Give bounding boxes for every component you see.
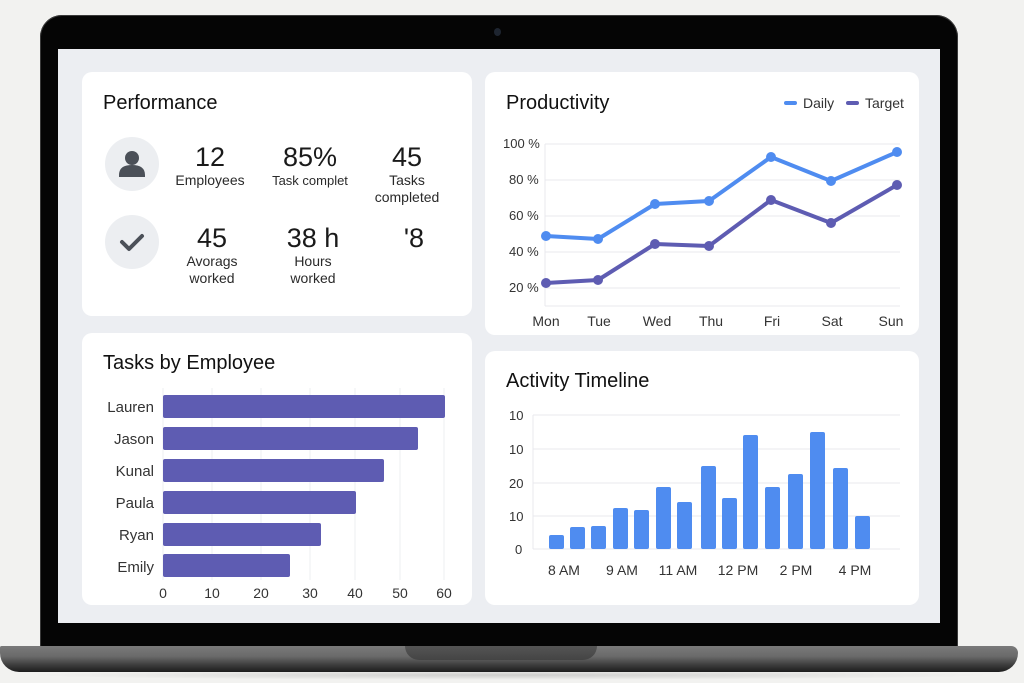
stat-value: 12 (194, 142, 226, 172)
tasks-by-employee-title: Tasks by Employee (103, 352, 276, 374)
svg-text:0: 0 (159, 585, 167, 601)
daily-series (545, 150, 898, 241)
x-axis-ticks: 0 10 20 30 40 50 60 (159, 585, 452, 601)
check-icon (105, 215, 159, 269)
svg-text:Sat: Sat (821, 313, 842, 329)
stat-label: Avorags worked (186, 253, 238, 286)
daily-points (541, 147, 902, 244)
legend-swatch (784, 101, 797, 105)
stat-value: '8 (403, 223, 425, 253)
category-labels: Lauren Jason Kunal Paula Ryan Emily (107, 399, 154, 576)
productivity-title: Productivity (506, 92, 610, 114)
stat-task-complete: 85% Task complet (255, 142, 365, 189)
target-points (541, 180, 902, 288)
performance-title: Performance (103, 92, 218, 114)
legend-target: Target (846, 95, 904, 111)
stat-label: Hours worked (290, 253, 336, 286)
svg-text:Wed: Wed (643, 313, 672, 329)
svg-text:10: 10 (204, 585, 220, 601)
svg-text:40: 40 (347, 585, 363, 601)
svg-text:Thu: Thu (699, 313, 723, 329)
legend-daily: Daily (784, 95, 834, 111)
svg-text:30: 30 (302, 585, 318, 601)
stat-label: Employees (175, 172, 245, 188)
stat-extra: '8 (359, 223, 469, 253)
svg-text:80 %: 80 % (509, 172, 539, 187)
stat-label: Task complet (272, 173, 348, 188)
legend-label: Daily (803, 95, 835, 111)
svg-text:10: 10 (509, 509, 523, 524)
svg-text:50: 50 (392, 585, 408, 601)
productivity-line-chart: 100 % 80 % 60 % 40 % 20 % Mon Tue Wed Th… (503, 136, 903, 329)
svg-text:Paula: Paula (116, 495, 155, 512)
activity-bar-chart: 10 10 20 10 0 8 AM 9 AM 11 AM (509, 408, 900, 578)
svg-text:100 %: 100 % (503, 136, 540, 151)
svg-text:Mon: Mon (532, 313, 559, 329)
svg-text:Lauren: Lauren (107, 399, 154, 416)
svg-text:9 AM: 9 AM (606, 562, 638, 578)
svg-text:40 %: 40 % (509, 244, 539, 259)
x-axis-ticks: 8 AM 9 AM 11 AM 12 PM 2 PM 4 PM (548, 562, 871, 578)
svg-text:Ryan: Ryan (119, 527, 154, 544)
svg-text:Sun: Sun (879, 313, 904, 329)
svg-text:10: 10 (509, 408, 523, 423)
tasks-bar-chart: Lauren Jason Kunal Paula Ryan Emily 0 10… (107, 388, 452, 601)
svg-text:8 AM: 8 AM (548, 562, 580, 578)
stat-tasks-completed: 45 Tasks completed (352, 142, 462, 206)
stat-label: Tasks completed (374, 172, 440, 205)
stat-value: 45 (196, 223, 228, 253)
svg-text:0: 0 (515, 542, 522, 557)
svg-text:Fri: Fri (764, 313, 780, 329)
svg-text:10: 10 (509, 442, 523, 457)
user-icon (105, 137, 159, 191)
stat-value: 85% (282, 142, 338, 172)
svg-text:Jason: Jason (114, 431, 154, 448)
svg-text:60: 60 (436, 585, 452, 601)
grid (162, 388, 445, 580)
laptop-notch (405, 646, 597, 660)
svg-text:12 PM: 12 PM (718, 562, 758, 578)
svg-text:2 PM: 2 PM (780, 562, 813, 578)
stat-value: 45 (391, 142, 423, 172)
svg-text:11 AM: 11 AM (659, 562, 698, 578)
stat-hours-worked: 38 h Hours worked (258, 223, 368, 287)
svg-text:20 %: 20 % (509, 280, 539, 295)
productivity-card: Productivity Daily Target 100 % 80 % 60 … (485, 72, 919, 335)
svg-text:60 %: 60 % (509, 208, 539, 223)
svg-text:20: 20 (509, 476, 523, 491)
stat-employees: 12 Employees (155, 142, 265, 189)
svg-text:Tue: Tue (587, 313, 611, 329)
laptop-shadow (20, 670, 1000, 680)
tasks-by-employee-card: Tasks by Employee Lauren Jason Kunal Pau… (82, 333, 472, 605)
performance-card: Performance 12 Employees 85% Task comple… (82, 72, 472, 316)
bars (163, 395, 445, 577)
svg-text:20: 20 (253, 585, 269, 601)
activity-timeline-title: Activity Timeline (506, 370, 650, 392)
svg-text:Emily: Emily (117, 559, 154, 576)
stat-value: 38 h (286, 223, 340, 253)
x-axis-ticks: Mon Tue Wed Thu Fri Sat Sun (532, 313, 903, 329)
stat-average-worked: 45 Avorags worked (157, 223, 267, 287)
y-axis-ticks: 10 10 20 10 0 (509, 408, 523, 557)
svg-text:4 PM: 4 PM (839, 562, 872, 578)
svg-text:Kunal: Kunal (116, 463, 154, 480)
activity-timeline-card: Activity Timeline 10 10 20 10 0 (485, 351, 919, 605)
legend-swatch (846, 101, 859, 105)
target-series (545, 183, 898, 285)
legend-label: Target (865, 95, 904, 111)
bars (549, 432, 870, 549)
y-axis-ticks: 100 % 80 % 60 % 40 % 20 % (503, 136, 540, 295)
camera-icon (494, 28, 501, 36)
